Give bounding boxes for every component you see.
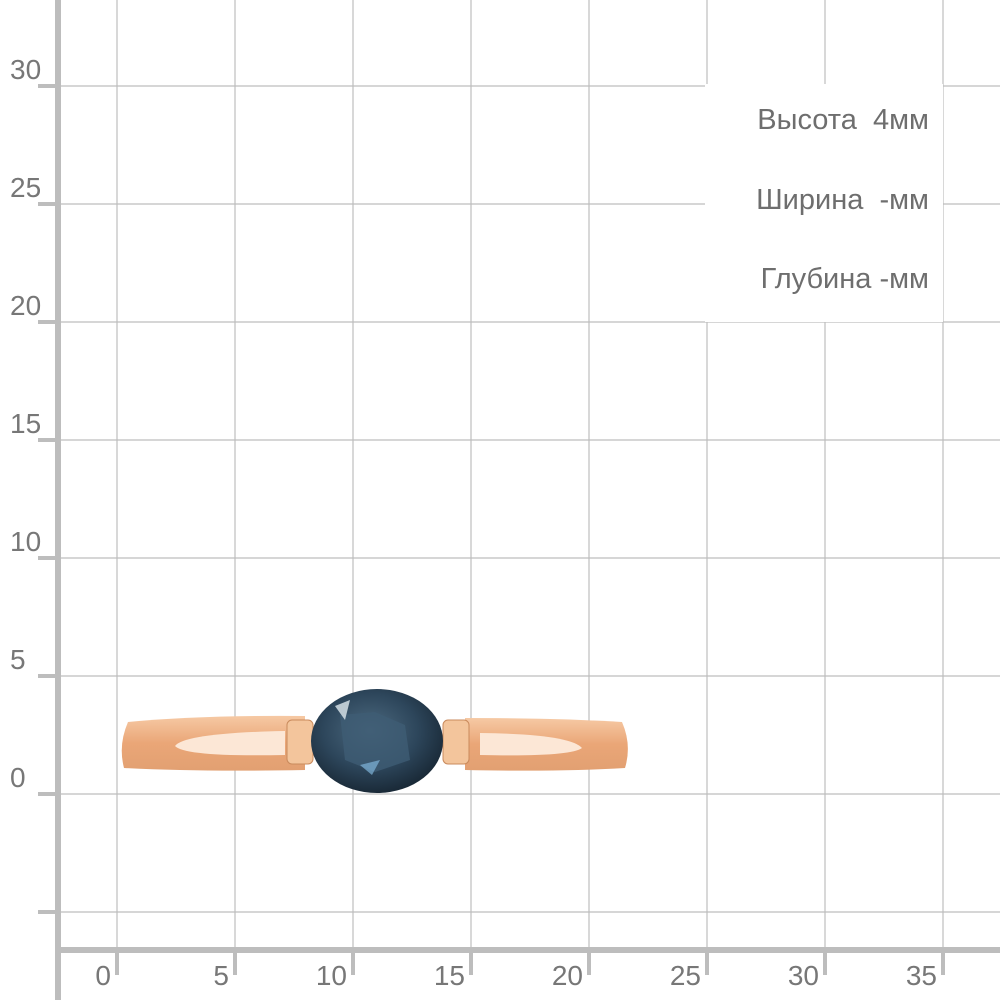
height-dimension: Высота 4мм (757, 104, 929, 136)
x-tick-label: 10 (315, 960, 347, 991)
y-tick-label: 20 (10, 290, 42, 321)
x-tick-label: 5 (213, 960, 229, 991)
y-tick-label: 30 (10, 54, 42, 85)
y-tick-label: 0 (10, 762, 26, 793)
x-tick-label: 15 (433, 960, 465, 991)
dimensions-panel: Высота 4мм Ширина -мм Глубина -мм (705, 84, 943, 322)
gemstone (311, 689, 443, 793)
x-tick-label: 20 (551, 960, 583, 991)
y-tick-label: 25 (10, 172, 42, 203)
x-tick-label: 0 (95, 960, 111, 991)
depth-dimension: Глубина -мм (760, 263, 929, 295)
ring-band-right (442, 718, 628, 771)
x-tick-label: 30 (787, 960, 819, 991)
y-tick-label: 15 (10, 408, 42, 439)
width-dimension: Ширина -мм (756, 184, 929, 216)
x-tick-label: 25 (669, 960, 701, 991)
y-tick-label: 5 (10, 644, 26, 675)
y-tick-label: 10 (10, 526, 42, 557)
x-tick-label: 35 (905, 960, 937, 991)
ring-band-left (121, 715, 314, 771)
